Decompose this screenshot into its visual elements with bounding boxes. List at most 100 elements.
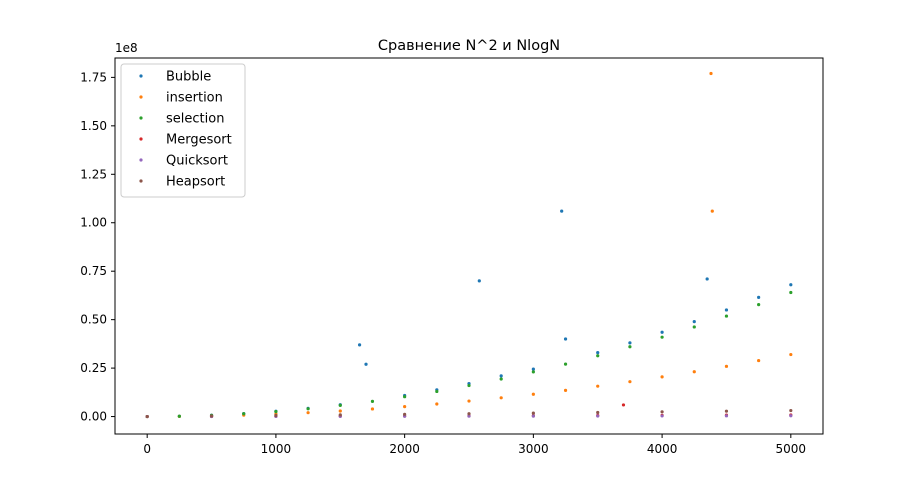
point-insertion: [660, 375, 664, 379]
point-selection: [403, 395, 407, 399]
x-tick-label: 4000: [647, 442, 678, 456]
y-tick-label: 0.75: [80, 264, 107, 278]
point-heapsort: [596, 410, 600, 415]
point-heapsort: [145, 414, 149, 419]
point-heapsort: [403, 412, 407, 416]
legend-marker: [139, 137, 143, 141]
point-insertion: [757, 358, 761, 363]
point-selection: [435, 389, 439, 394]
point-selection: [274, 410, 278, 414]
point-quicksort: [660, 414, 664, 418]
point-heapsort: [209, 414, 214, 418]
legend-marker: [139, 116, 143, 120]
point-mergesort: [621, 403, 626, 407]
point-insertion: [306, 411, 310, 415]
point-bubble: [531, 367, 535, 371]
y-tick-label: 0.50: [80, 313, 107, 327]
point-insertion: [531, 392, 535, 396]
point-quicksort: [789, 414, 793, 418]
x-axis: 0 1000 2000 3000 4000 5000: [143, 434, 806, 456]
point-heapsort: [274, 413, 278, 418]
point-insertion: [563, 388, 568, 392]
point-selection: [531, 370, 535, 374]
legend-marker: [139, 179, 143, 183]
point-insertion: [370, 407, 375, 411]
series-heapsort: [145, 408, 793, 419]
x-tick-label: 5000: [776, 442, 807, 456]
point-bubble: [560, 209, 564, 213]
point-insertion: [710, 209, 714, 213]
point-bubble: [757, 295, 761, 299]
point-selection: [724, 314, 729, 318]
y-tick-label: 0.00: [80, 410, 107, 424]
y-scale-label: 1e8: [115, 41, 138, 55]
legend-label: Mergesort: [166, 133, 232, 148]
point-bubble: [628, 341, 632, 345]
legend-marker: [139, 74, 143, 78]
point-bubble: [357, 343, 362, 347]
point-bubble: [477, 279, 481, 283]
legend: Bubble insertion selection Mergesort Quickso…: [120, 63, 246, 198]
point-selection: [177, 414, 181, 418]
legend-label: insertion: [166, 91, 223, 106]
point-selection: [628, 345, 632, 349]
x-tick-label: 3000: [518, 442, 549, 456]
plot-frame: [114, 57, 824, 435]
y-axis: 0.00 0.25 0.50 0.75 1.00 1.25 1.50 1.75: [80, 70, 115, 424]
point-quicksort: [724, 414, 729, 418]
legend-label: Heapsort: [166, 175, 225, 190]
legend-marker: [139, 158, 143, 162]
y-tick-label: 1.50: [80, 119, 107, 133]
point-bubble: [660, 330, 664, 334]
point-selection: [370, 399, 375, 403]
point-insertion: [499, 396, 503, 400]
point-selection: [596, 354, 600, 358]
point-insertion: [789, 352, 793, 357]
legend-label: Bubble: [166, 70, 211, 85]
point-selection: [306, 407, 310, 411]
point-heapsort: [467, 412, 471, 416]
point-selection: [242, 412, 246, 416]
point-heapsort: [660, 410, 664, 414]
x-tick-label: 2000: [389, 442, 420, 456]
x-tick-label: 0: [143, 442, 151, 456]
point-heapsort: [724, 409, 729, 413]
point-selection: [563, 362, 568, 366]
point-insertion: [709, 71, 713, 76]
point-insertion: [628, 380, 632, 384]
chart-title: Сравнение N^2 и NlogN: [378, 38, 560, 54]
point-bubble: [789, 283, 793, 287]
legend-label: Quicksort: [166, 154, 228, 169]
y-tick-label: 1.75: [80, 70, 107, 84]
point-bubble: [596, 351, 600, 355]
y-tick-label: 0.25: [80, 361, 107, 375]
series-selection: [145, 290, 793, 419]
point-heapsort: [338, 413, 342, 417]
point-selection: [467, 383, 471, 388]
legend-marker: [139, 95, 143, 99]
point-selection: [660, 335, 664, 339]
point-bubble: [692, 319, 696, 324]
point-quicksort: [531, 414, 535, 418]
point-quicksort: [467, 414, 471, 418]
point-selection: [692, 325, 696, 329]
point-insertion: [435, 402, 439, 406]
point-bubble: [499, 374, 503, 378]
point-selection: [338, 403, 342, 407]
point-bubble: [724, 308, 729, 312]
legend-box: [120, 63, 246, 198]
point-bubble: [705, 277, 709, 281]
point-insertion: [467, 399, 471, 403]
point-selection: [757, 303, 761, 307]
legend-label: selection: [166, 112, 224, 127]
point-quicksort: [596, 414, 600, 418]
y-tick-label: 1.25: [80, 167, 107, 181]
point-heapsort: [789, 408, 793, 413]
point-bubble: [563, 337, 568, 341]
point-bubble: [364, 362, 368, 366]
x-tick-label: 1000: [261, 442, 292, 456]
point-heapsort: [531, 411, 535, 415]
point-selection: [789, 290, 793, 295]
y-tick-label: 1.00: [80, 216, 107, 230]
